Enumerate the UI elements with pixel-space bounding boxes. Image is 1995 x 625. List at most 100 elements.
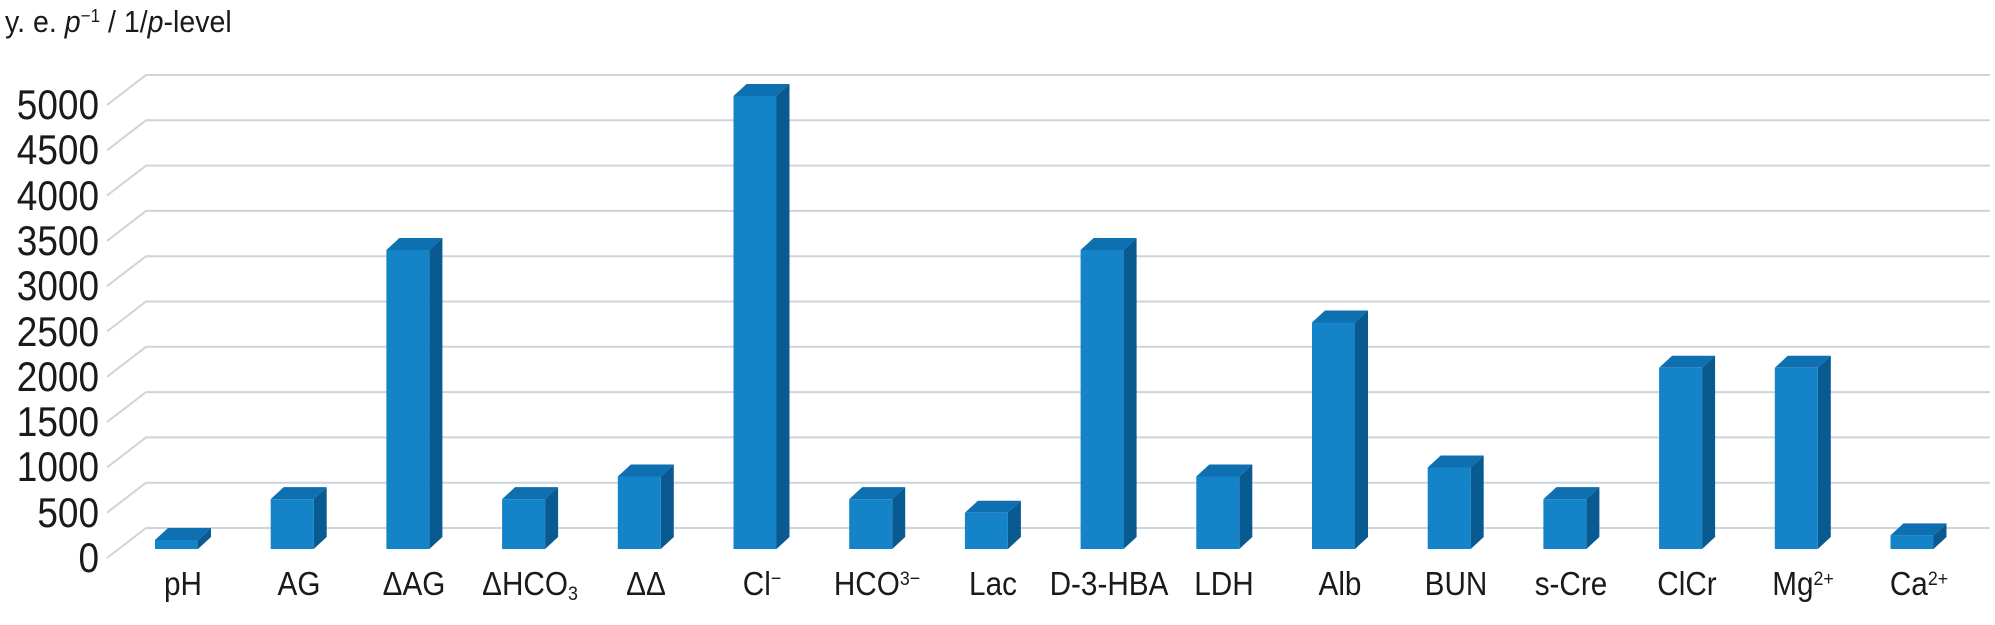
bar-top-face bbox=[502, 487, 559, 500]
chart-title: y. e. p−1 / 1/p-level bbox=[5, 2, 232, 42]
bar-front-face bbox=[1080, 250, 1124, 549]
bar-AG bbox=[270, 487, 327, 549]
bar-front-face bbox=[1774, 367, 1818, 549]
bar-top-face bbox=[1890, 523, 1947, 536]
bar-front-face bbox=[1427, 467, 1471, 549]
x-axis-label-ClCr: ClCr bbox=[1606, 563, 1768, 605]
label-segment: HCO bbox=[833, 565, 900, 602]
bar-Cl⁻ bbox=[733, 84, 790, 549]
bar-Ca²⁺ bbox=[1890, 523, 1947, 549]
label-segment: / 1/ bbox=[100, 4, 148, 39]
bar-top-face bbox=[1543, 487, 1600, 500]
y-tick-label: 2500 bbox=[16, 308, 100, 355]
label-segment: ClCr bbox=[1657, 565, 1717, 602]
bar-pH bbox=[155, 527, 211, 549]
bar-side-face bbox=[1355, 310, 1368, 549]
label-segment: − bbox=[770, 568, 782, 591]
label-segment: y. e. bbox=[5, 4, 65, 39]
bar-ClCr bbox=[1659, 355, 1716, 549]
x-axis-label-Mg²⁺: Mg2+ bbox=[1722, 563, 1884, 605]
bar-front-face bbox=[1543, 499, 1587, 549]
label-segment: BUN bbox=[1424, 565, 1488, 602]
y-tick-label: 500 bbox=[37, 489, 99, 536]
y-tick-label: 4000 bbox=[16, 172, 100, 219]
bar-top-face bbox=[1196, 464, 1253, 477]
label-segment: Lac bbox=[969, 565, 1017, 602]
x-axis-label-HCO³⁻: HCO3− bbox=[796, 563, 958, 605]
bar-D-3-HBA bbox=[1080, 238, 1137, 549]
label-segment: Alb bbox=[1318, 565, 1362, 602]
y-tick-label: 3000 bbox=[16, 262, 100, 309]
bar-front-face bbox=[1196, 476, 1240, 549]
bar-top-face bbox=[155, 527, 211, 540]
bar-side-face bbox=[1239, 464, 1253, 549]
label-segment: Cl bbox=[742, 565, 771, 602]
gridline bbox=[106, 436, 1990, 469]
label-segment: s-Cre bbox=[1534, 565, 1608, 602]
y-tick-label: 3500 bbox=[16, 217, 100, 264]
gridline bbox=[106, 209, 1990, 242]
label-segment: p bbox=[64, 4, 81, 39]
bar-side-face bbox=[429, 238, 443, 549]
bar-Alb bbox=[1312, 310, 1368, 549]
bar-front-face bbox=[733, 96, 777, 549]
x-axis-label-LDH: LDH bbox=[1143, 563, 1305, 605]
bar-front-face bbox=[155, 539, 198, 549]
bar-side-face bbox=[776, 84, 790, 549]
x-axis-label-D-3-HBA: D-3-HBA bbox=[1028, 563, 1190, 605]
y-tick-label: 1500 bbox=[16, 398, 100, 445]
gridline bbox=[106, 74, 1990, 106]
bar-side-face bbox=[545, 487, 559, 549]
bar-front-face bbox=[386, 250, 430, 549]
gridline bbox=[106, 255, 1990, 287]
bar-side-face bbox=[1470, 455, 1484, 549]
label-segment: 2+ bbox=[1813, 568, 1834, 591]
bar-side-face bbox=[1586, 487, 1600, 549]
bar-front-face bbox=[617, 476, 661, 549]
label-segment: ΔHCO bbox=[482, 565, 568, 602]
x-axis-label-ΔAG: ΔAG bbox=[333, 563, 495, 605]
bar-top-face bbox=[964, 500, 1021, 513]
label-segment: −1 bbox=[80, 4, 101, 26]
label-segment: Ca bbox=[1889, 565, 1928, 602]
bar-front-face bbox=[270, 499, 314, 549]
bar-LDH bbox=[1196, 464, 1253, 549]
label-segment: 3− bbox=[899, 568, 921, 591]
bar-top-face bbox=[1774, 355, 1831, 368]
bar-top-face bbox=[1312, 310, 1368, 323]
y-tick-label: 5000 bbox=[16, 81, 100, 128]
bar-s-Cre bbox=[1543, 487, 1600, 549]
label-segment: ΔAG bbox=[382, 565, 446, 602]
gridline bbox=[106, 164, 1990, 197]
gridline bbox=[106, 527, 1990, 559]
gridline bbox=[106, 345, 1990, 378]
x-axis-label-Ca²⁺: Ca2+ bbox=[1838, 563, 1995, 605]
bar-front-face bbox=[964, 512, 1008, 549]
x-axis-label-AG: AG bbox=[218, 563, 380, 605]
bar-top-face bbox=[617, 464, 674, 477]
bar-side-face bbox=[1123, 238, 1137, 549]
bar-side-face bbox=[1007, 500, 1021, 549]
x-axis-label-ΔΔ: ΔΔ bbox=[565, 563, 727, 605]
bar-ΔHCO₃ bbox=[502, 487, 559, 549]
x-axis-label-BUN: BUN bbox=[1375, 563, 1537, 605]
label-segment: 3 bbox=[567, 582, 578, 605]
x-axis-label-ΔHCO₃: ΔHCO3 bbox=[449, 563, 611, 605]
bar-top-face bbox=[733, 84, 790, 96]
label-segment: pH bbox=[164, 565, 202, 602]
bar-front-face bbox=[1659, 367, 1703, 549]
gridline bbox=[106, 300, 1990, 333]
bar-top-face bbox=[1080, 238, 1137, 251]
gridline bbox=[106, 119, 1990, 152]
bar-ΔΔ bbox=[617, 464, 674, 549]
gridline bbox=[106, 391, 1990, 423]
label-segment: LDH bbox=[1194, 565, 1254, 602]
bar-ΔAG bbox=[386, 238, 443, 549]
bar-side-face bbox=[198, 527, 211, 549]
x-axis-label-Lac: Lac bbox=[912, 563, 1074, 605]
label-segment: 2+ bbox=[1927, 568, 1949, 591]
gridline bbox=[106, 481, 1990, 514]
bar-side-face bbox=[313, 487, 327, 549]
